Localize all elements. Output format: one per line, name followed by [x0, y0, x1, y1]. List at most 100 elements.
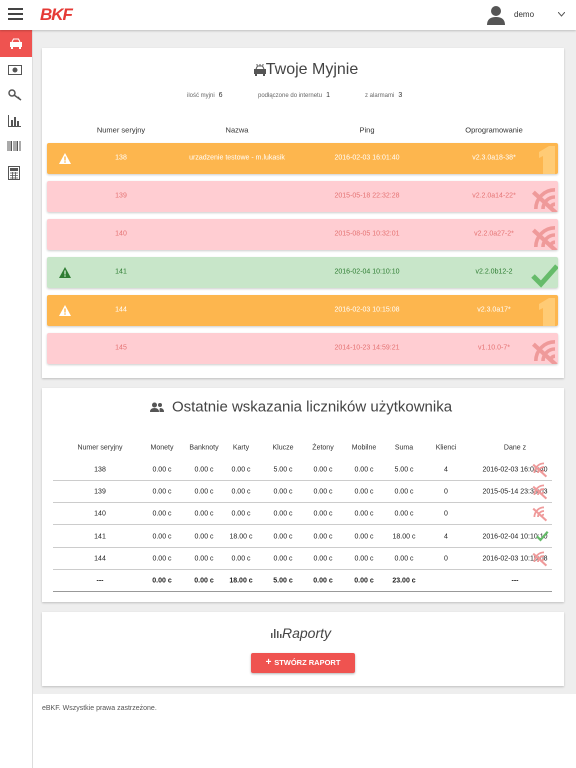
- machine-ping: 2015-08-05 10:32:01: [334, 230, 400, 238]
- column-header: Numer seryjny: [77, 444, 123, 452]
- counter-cell: 0.00 c: [354, 488, 374, 496]
- status-icon: [531, 264, 558, 288]
- machine-ping: 2016-02-03 10:15:08: [334, 306, 400, 314]
- counter-cell: 0.00 c: [313, 488, 333, 496]
- stat-label: z alarmami: [365, 93, 395, 99]
- total-cell: 0.00 c: [313, 577, 333, 585]
- warning-icon: [59, 267, 71, 278]
- nav-keys[interactable]: [8, 89, 22, 101]
- user-name[interactable]: demo: [514, 10, 535, 19]
- user-menu-chevron[interactable]: [558, 12, 565, 17]
- counter-cell: 0.00 c: [231, 555, 251, 563]
- nav-car-washes[interactable]: [0, 30, 32, 57]
- total-cell: 23.00 c: [392, 577, 416, 585]
- machine-serial: 138: [115, 154, 127, 162]
- counter-cell: 2016-02-03 10:15:08: [482, 555, 548, 563]
- stat: podłączone do internetu 1: [258, 92, 330, 99]
- total-cell: ---: [511, 577, 519, 585]
- column-header: Oprogramowanie: [465, 125, 523, 135]
- machine-name: urzadzenie testowe - m.lukasik: [189, 154, 285, 162]
- machine-ping: 2016-02-03 16:01:40: [334, 154, 400, 162]
- machine-ping: 2016-02-04 10:10:10: [334, 268, 400, 276]
- counter-cell: 5.00 c: [394, 466, 414, 474]
- warning-icon: [59, 305, 71, 316]
- column-header: Banknoty: [189, 444, 219, 452]
- status-icon: [532, 484, 548, 500]
- counters-title: Ostatnie wskazania liczników użytkownika: [171, 398, 453, 416]
- status-icon: [539, 146, 555, 174]
- machine-serial: 139: [115, 192, 127, 200]
- counter-cell: 0.00 c: [394, 510, 414, 518]
- row-divider: [53, 480, 552, 481]
- counter-cell: 0.00 c: [152, 510, 172, 518]
- column-header: Ping: [359, 125, 375, 135]
- machine-software: v2.2.0a14-22*: [472, 192, 516, 200]
- nav-money[interactable]: [8, 65, 22, 75]
- counter-cell: 0.00 c: [231, 488, 251, 496]
- car-wash-icon: [254, 64, 266, 76]
- counter-cell: 0.00 c: [194, 555, 214, 563]
- machine-ping: 2014-10-23 14:59:21: [334, 344, 400, 352]
- counter-cell: 0.00 c: [152, 466, 172, 474]
- total-cell: 5.00 c: [273, 577, 293, 585]
- counter-cell: 4: [444, 466, 448, 474]
- nav-calculator[interactable]: [8, 166, 20, 180]
- create-report-button[interactable]: + STWÓRZ RAPORT: [251, 653, 355, 673]
- column-header: Klucze: [272, 444, 294, 452]
- status-icon: [532, 506, 548, 522]
- row-divider: [53, 546, 552, 548]
- counter-cell: 141: [94, 533, 106, 541]
- machine-row[interactable]: 138 urzadzenie testowe - m.lukasik 2016-02…: [47, 143, 558, 174]
- column-header: Numer seryjny: [96, 125, 146, 135]
- nav-barcode[interactable]: [7, 141, 22, 151]
- counter-cell: 0.00 c: [354, 555, 374, 563]
- reports-card: Raporty + STWÓRZ RAPORT: [42, 612, 564, 686]
- warning-icon: [59, 153, 71, 164]
- counter-cell: 18.00 c: [229, 533, 253, 541]
- counter-cell: 0.00 c: [152, 533, 172, 541]
- counter-cell: 4: [444, 533, 448, 541]
- counter-cell: 0.00 c: [313, 466, 333, 474]
- counter-cell: 0.00 c: [354, 466, 374, 474]
- machine-row[interactable]: 141 2016-02-04 10:10:10 v2.2.0b12-2: [47, 257, 558, 288]
- counters-card: Ostatnie wskazania liczników użytkownika…: [42, 388, 564, 602]
- column-header: Żetony: [312, 444, 334, 452]
- counter-cell: 0.00 c: [394, 555, 414, 563]
- counter-cell: 2015-05-14 23:33:03: [482, 488, 548, 496]
- machine-row[interactable]: 139 2015-05-18 22:32:28 v2.2.0a14-22*: [47, 181, 558, 212]
- row-divider: [53, 502, 552, 504]
- counter-cell: 0.00 c: [273, 510, 293, 518]
- machine-row[interactable]: 144 2016-02-03 10:15:08 v2.3.0a17*: [47, 295, 558, 326]
- status-icon: [532, 551, 548, 567]
- column-header: Suma: [394, 444, 414, 452]
- counter-cell: 18.00 c: [392, 533, 416, 541]
- stat-value: 3: [398, 92, 403, 99]
- counter-cell: 144: [94, 555, 106, 563]
- counter-cell: 0.00 c: [273, 533, 293, 541]
- status-icon: [536, 530, 549, 542]
- logo[interactable]: BKF: [40, 5, 73, 24]
- user-avatar[interactable]: [487, 5, 505, 25]
- status-icon: [531, 340, 558, 364]
- stat-label: ilość myjni: [187, 93, 215, 99]
- counter-cell: 2016-02-03 16:01:40: [482, 466, 548, 474]
- machine-row[interactable]: 140 2015-08-05 10:32:01 v2.2.0a27-2*: [47, 219, 558, 250]
- stat: z alarmami 3: [365, 92, 402, 99]
- counter-cell: 2016-02-04 10:10:10: [482, 533, 548, 541]
- counter-cell: 0.00 c: [313, 555, 333, 563]
- users-icon: [150, 402, 164, 412]
- reports-title: Raporty: [282, 625, 332, 641]
- machines-card: Twoje Myjnie ilość myjni 6 podłączone do i…: [42, 48, 564, 378]
- counter-cell: 0.00 c: [394, 488, 414, 496]
- machine-row[interactable]: 145 2014-10-23 14:59:21 v1.10.0-7*: [47, 333, 558, 364]
- menu-button[interactable]: [8, 8, 23, 20]
- counter-cell: 0.00 c: [354, 533, 374, 541]
- machine-serial: 140: [115, 230, 127, 238]
- plus-icon: +: [265, 657, 275, 668]
- machine-serial: 144: [115, 306, 127, 314]
- footer-text: eBKF. Wszystkie prawa zastrzeżone.: [42, 705, 157, 712]
- counter-cell: 5.00 c: [273, 466, 293, 474]
- column-header: Dane z: [503, 444, 527, 452]
- nav-stats[interactable]: [8, 115, 21, 127]
